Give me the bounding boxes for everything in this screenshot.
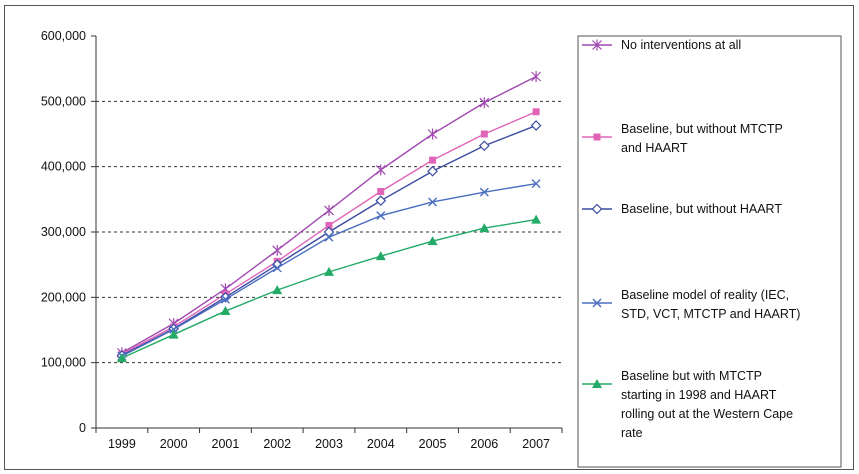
legend-label: and HAART — [621, 141, 688, 155]
legend-marker — [592, 298, 602, 308]
data-point — [272, 244, 283, 256]
legend: No interventions at all Baseline, but wit… — [582, 38, 800, 440]
x-tick-label: 2003 — [315, 437, 343, 451]
y-tick-label: 0 — [79, 421, 86, 435]
data-point — [531, 214, 542, 224]
legend-label: STD, VCT, MTCTP and HAART) — [621, 307, 800, 321]
data-point — [427, 128, 438, 140]
legend-marker — [592, 39, 602, 51]
data-point — [479, 97, 490, 109]
y-tick-label: 400,000 — [41, 160, 86, 174]
x-tick-label: 2001 — [212, 437, 240, 451]
data-point — [220, 294, 230, 304]
series-1 — [116, 71, 542, 359]
legend-item-5: Baseline but with MTCTP starting in 1998 … — [582, 369, 793, 440]
legend-marker — [592, 379, 602, 388]
data-point — [116, 353, 127, 363]
data-point — [429, 156, 437, 164]
data-point — [324, 266, 334, 276]
data-point — [479, 223, 490, 233]
y-tick-label: 300,000 — [41, 225, 86, 239]
x-tick-label: 2004 — [367, 437, 395, 451]
x-tick-label: 1999 — [108, 437, 136, 451]
data-point — [480, 130, 488, 138]
data-point — [272, 263, 282, 273]
x-tick-label: 2006 — [470, 437, 498, 451]
series-line — [121, 218, 537, 359]
legend-item-2: Baseline, but without MTCTP and HAART — [582, 122, 783, 155]
y-tick-label: 200,000 — [41, 290, 86, 304]
data-point — [532, 108, 540, 116]
y-tick-label: 100,000 — [41, 356, 86, 370]
data-point — [376, 211, 386, 221]
data-point — [427, 236, 438, 246]
legend-label: rolling out at the Western Cape — [621, 407, 793, 421]
legend-label: Baseline, but without HAART — [621, 202, 782, 216]
data-point — [478, 140, 490, 152]
legend-marker — [593, 133, 601, 141]
data-point — [375, 195, 387, 206]
data-point — [325, 221, 333, 229]
data-point — [479, 187, 489, 197]
data-point — [272, 285, 283, 295]
x-tick-label: 2002 — [263, 437, 291, 451]
x-tick-label: 2000 — [160, 437, 188, 451]
tick-labels: 0 100,000 200,000 300,000 400,000 500,000 600,… — [41, 29, 550, 451]
x-tick-label: 2005 — [419, 437, 447, 451]
data-point — [375, 164, 386, 176]
y-tick-label: 500,000 — [41, 94, 86, 108]
legend-item-4: Baseline model of reality (IEC, STD, VCT,… — [582, 288, 800, 321]
legend-item-3: Baseline, but without HAART — [582, 202, 782, 216]
data-point — [531, 71, 542, 83]
chart-frame — [4, 5, 854, 470]
legend-marker — [591, 203, 603, 215]
data-point — [428, 197, 438, 207]
series-5 — [116, 214, 542, 363]
series-3 — [116, 120, 542, 361]
series-layer — [116, 71, 542, 363]
legend-item-1: No interventions at all — [582, 38, 741, 52]
data-point — [530, 120, 542, 131]
legend-box — [577, 35, 842, 468]
y-tick-label: 600,000 — [41, 29, 86, 43]
x-tick-label: 2007 — [522, 437, 550, 451]
data-point — [375, 251, 386, 261]
data-point — [377, 187, 385, 195]
legend-label: Baseline, but without MTCTP — [621, 122, 783, 136]
data-point — [324, 232, 334, 242]
axes — [91, 35, 563, 433]
data-point — [324, 204, 334, 216]
legend-label: starting in 1998 and HAART — [621, 388, 777, 402]
data-point — [220, 306, 231, 316]
data-point — [531, 179, 541, 189]
data-point — [169, 324, 179, 334]
legend-label: No interventions at all — [621, 38, 741, 52]
legend-label: Baseline model of reality (IEC, — [621, 288, 789, 302]
legend-label: rate — [621, 426, 643, 440]
data-point — [168, 329, 179, 339]
data-point — [427, 165, 438, 177]
legend-label: Baseline but with MTCTP — [621, 369, 762, 383]
